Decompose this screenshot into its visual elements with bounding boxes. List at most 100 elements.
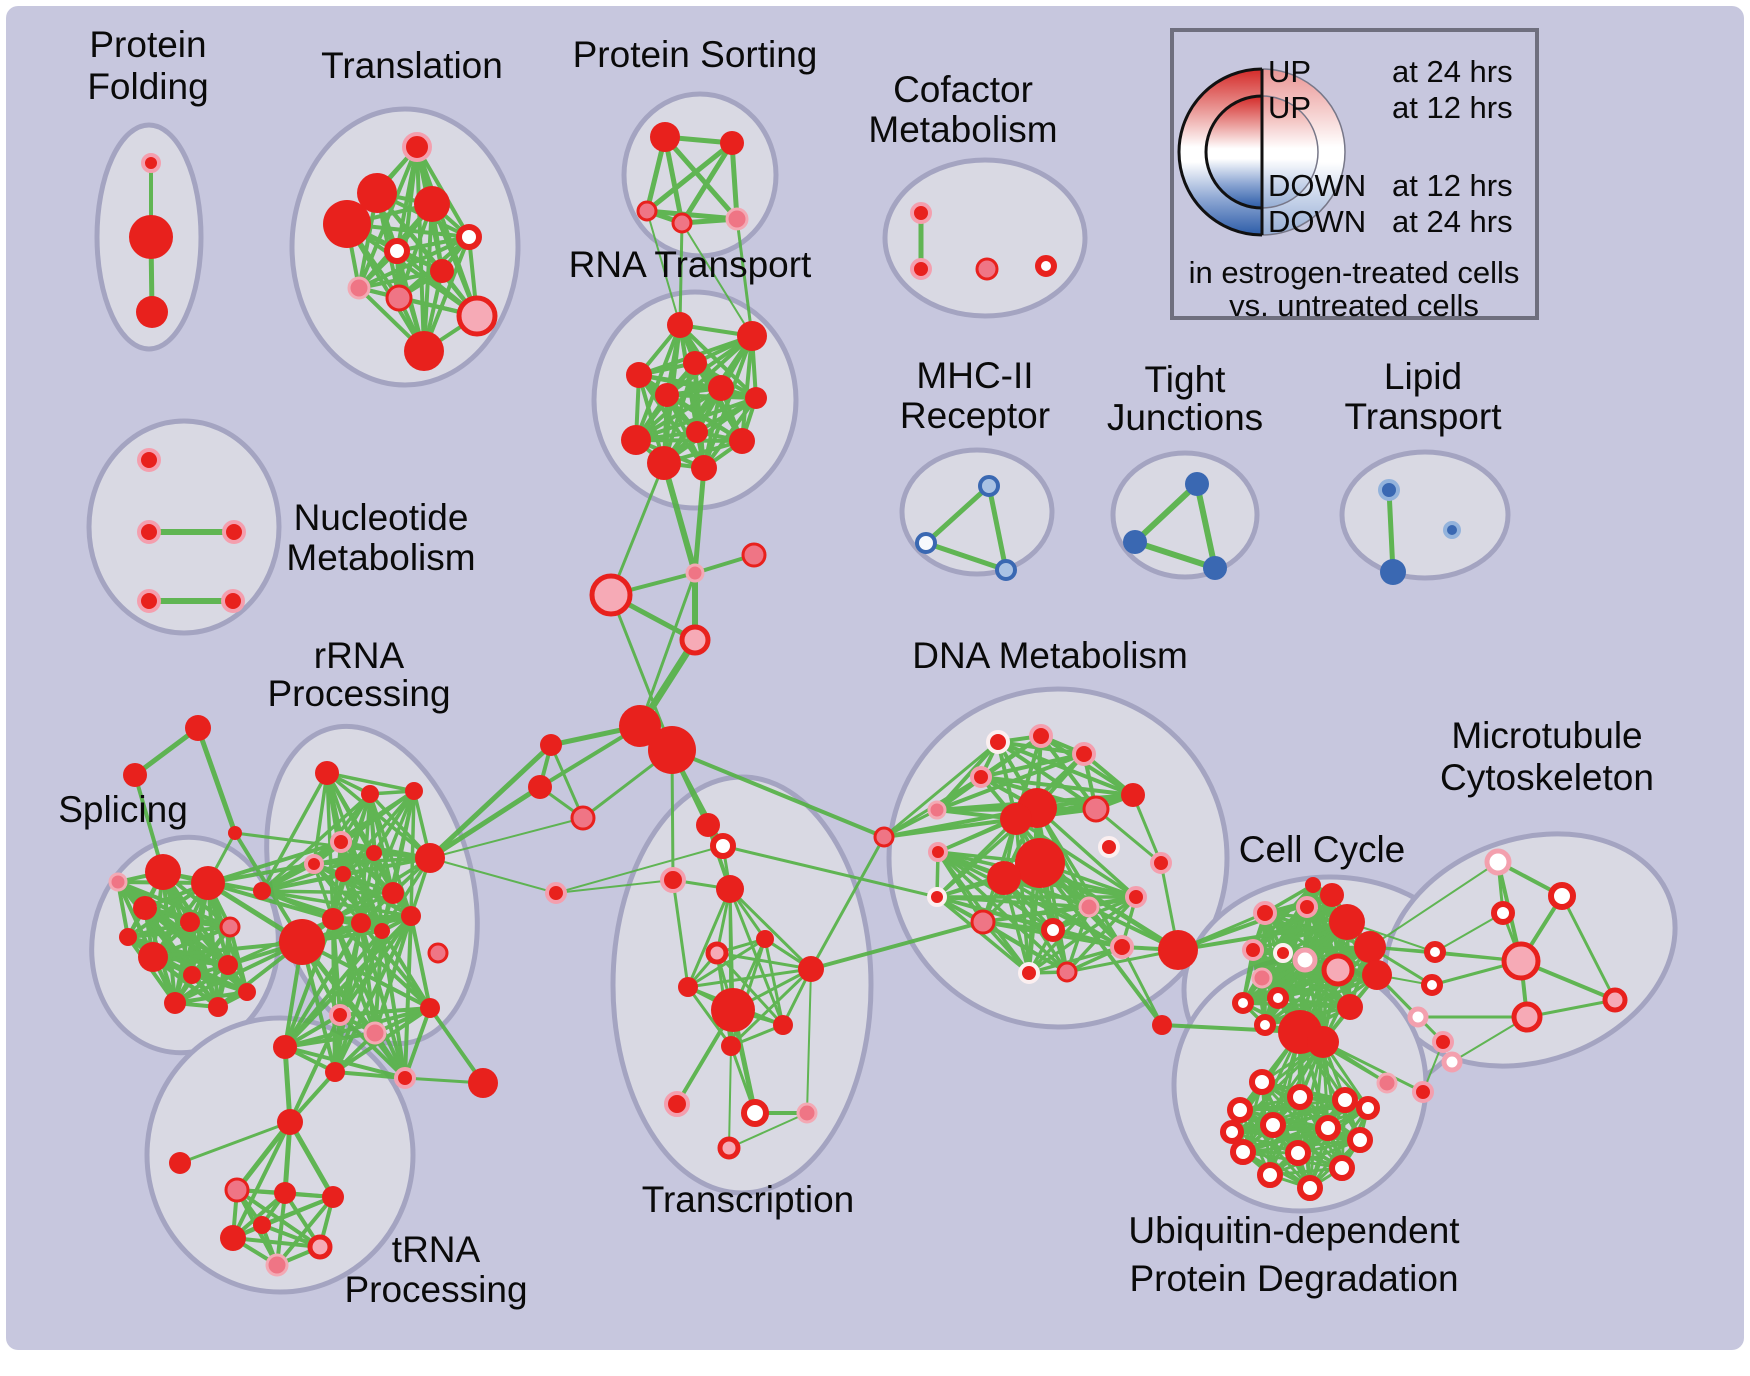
gene-node [402, 132, 432, 162]
gene-node [1307, 1026, 1339, 1058]
cluster-label-ubiquitin: Ubiquitin-dependent [1128, 1210, 1460, 1251]
mesh-edge-rrna-top [260, 889, 413, 918]
gene-node [169, 1152, 191, 1174]
mesh-edge-ubiquitin [1241, 1106, 1370, 1154]
mesh-edge-protein-sorting [729, 140, 740, 222]
edge [609, 461, 666, 597]
mesh-edge-trna-hexagon [275, 1195, 335, 1267]
gene-node [1203, 556, 1227, 580]
gene-node [1362, 960, 1392, 990]
gene-node [626, 362, 652, 388]
edge [206, 881, 335, 921]
gene-node [224, 1177, 250, 1203]
mesh-edge-ubiquitin [1268, 1106, 1370, 1177]
gene-node [745, 387, 767, 409]
mesh-edge-ubiquitin [1238, 1040, 1325, 1112]
edge [555, 879, 674, 894]
gene-node [1078, 896, 1100, 918]
mesh-edge-transcription-core [715, 951, 785, 1027]
legend-time-label: at 24 hrs [1392, 54, 1513, 89]
mesh-edge-rna-transport [702, 396, 758, 470]
gene-node [970, 766, 992, 788]
gene-node [279, 919, 325, 965]
mesh-edge-transcription-core [686, 967, 813, 989]
gene-node [1511, 1001, 1543, 1033]
gene-node [405, 782, 423, 800]
gene-node [737, 321, 767, 351]
gene-node [420, 998, 440, 1018]
gene-node [717, 1136, 741, 1160]
gene-node [1287, 1084, 1313, 1110]
gene-node [1432, 1031, 1454, 1053]
cluster-label-cofactor: Cofactor [893, 69, 1033, 110]
mesh-edge-cell-cycle [1251, 948, 1352, 1009]
edge [735, 217, 754, 338]
mesh-edge-splicing [116, 880, 177, 1005]
edge [1194, 481, 1218, 571]
edge [429, 857, 557, 894]
gene-node [1273, 943, 1293, 963]
gene-node [1443, 521, 1461, 539]
mesh-edge-rrna-bottom [333, 914, 413, 1074]
mesh-edge-dna-main [1035, 806, 1138, 899]
gene-node [873, 826, 895, 848]
mesh-edge-ubiquitin [1308, 1106, 1370, 1190]
gene-node [685, 563, 705, 583]
gene-node [1018, 962, 1040, 984]
gene-node [1082, 795, 1110, 823]
mesh-edge-cell-cycle [1251, 893, 1334, 952]
gene-node [798, 956, 824, 982]
cluster-bubble-mhc-ii [899, 447, 1055, 577]
gene-node [741, 542, 767, 568]
mesh-edge-cell-cycle [1251, 883, 1315, 952]
edge [692, 465, 707, 576]
gene-node [394, 1067, 416, 1089]
legend-direction-label: DOWN [1268, 168, 1366, 203]
cluster-label-lipid-transport: Lipid [1384, 356, 1462, 397]
gene-node [1152, 1015, 1172, 1035]
gene-node [1380, 559, 1406, 585]
gene-node [1260, 1112, 1286, 1138]
edge [681, 222, 753, 337]
edge [1176, 920, 1349, 952]
cluster-label-cofactor: Metabolism [868, 109, 1057, 150]
gene-node [1125, 886, 1147, 908]
mesh-edge-dna-top [979, 775, 1135, 797]
gene-node [655, 383, 679, 407]
edge [427, 742, 554, 861]
edge [178, 1120, 292, 1165]
legend-direction-label: UP [1268, 54, 1311, 89]
gene-node [323, 200, 371, 248]
legend-time-label: at 12 hrs [1392, 168, 1513, 203]
gene-node [773, 1015, 793, 1035]
edge [809, 835, 886, 971]
gene-node [1257, 1162, 1283, 1188]
legend-left-arc-inner [1204, 94, 1263, 210]
gene-node [927, 887, 947, 907]
gene-node [415, 843, 445, 873]
mesh-edge-ubiquitin [1230, 1098, 1347, 1134]
edge [1160, 1023, 1302, 1034]
gene-node [141, 153, 161, 173]
gene-node [238, 983, 256, 1001]
cluster-label-mhc-ii: Receptor [900, 395, 1050, 436]
gene-node [220, 1225, 246, 1251]
gene-node [1297, 1175, 1323, 1201]
edge [661, 460, 698, 576]
edge [1560, 894, 1617, 1002]
gene-node [678, 977, 698, 997]
gene-node [1376, 1072, 1398, 1094]
gene-node [1285, 1140, 1311, 1166]
mesh-edge-rrna-top [331, 851, 376, 921]
cluster-label-protein-folding: Protein [89, 24, 206, 65]
mesh-edge-splicing [116, 880, 232, 929]
gene-node [1407, 1006, 1429, 1028]
gene-node [975, 257, 999, 281]
gene-node [679, 624, 711, 656]
gene-node [1110, 935, 1134, 959]
edge [806, 968, 812, 1114]
mesh-edge-translation [345, 222, 426, 353]
gene-node [725, 207, 749, 231]
gene-node [1354, 931, 1386, 963]
